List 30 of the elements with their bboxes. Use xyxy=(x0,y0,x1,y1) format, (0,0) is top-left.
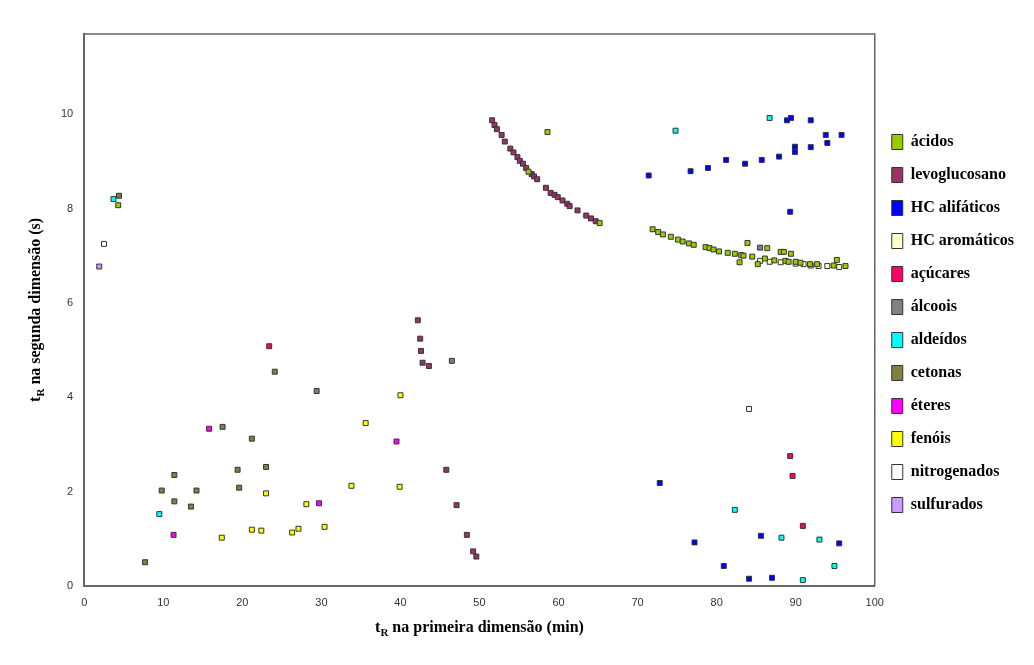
x-tick-label: 20 xyxy=(236,596,249,609)
x-tick-label: 60 xyxy=(552,596,565,609)
x-tick-label: 0 xyxy=(81,596,88,609)
legend-label: cetonas xyxy=(910,363,962,381)
x-tick-label: 40 xyxy=(394,596,407,609)
legend-label: aldeídos xyxy=(910,330,967,348)
y-tick-label: 8 xyxy=(67,201,74,214)
y-axis-title: tR na segunda dimensão (s) xyxy=(26,217,47,402)
legend-label: ácidos xyxy=(910,132,954,150)
legend-label: sulfurados xyxy=(910,495,983,513)
legend-label: nitrogenados xyxy=(910,462,1000,481)
x-tick-label: 10 xyxy=(157,596,170,609)
y-tick-label: 2 xyxy=(67,484,74,497)
legend-label: açúcares xyxy=(910,264,971,283)
legend-label: fenóis xyxy=(910,429,951,447)
x-tick-label: 100 xyxy=(865,596,884,609)
x-tick-label: 70 xyxy=(631,596,644,609)
y-tick-label: 10 xyxy=(60,107,74,120)
x-tick-label: 30 xyxy=(315,596,328,609)
legend-label: HC aromáticos xyxy=(910,231,1015,249)
x-tick-label: 80 xyxy=(710,596,723,609)
legend-label: álcoois xyxy=(910,297,957,315)
legend-label: HC alifáticos xyxy=(910,198,1001,216)
y-tick-label: 6 xyxy=(67,295,74,308)
legend-label: levoglucosano xyxy=(910,165,1006,184)
y-tick-label: 0 xyxy=(67,578,74,591)
y-tick-label: 4 xyxy=(67,390,74,403)
x-tick-label: 50 xyxy=(473,596,486,609)
x-tick-label: 90 xyxy=(789,596,802,609)
legend-label: éteres xyxy=(910,396,951,414)
